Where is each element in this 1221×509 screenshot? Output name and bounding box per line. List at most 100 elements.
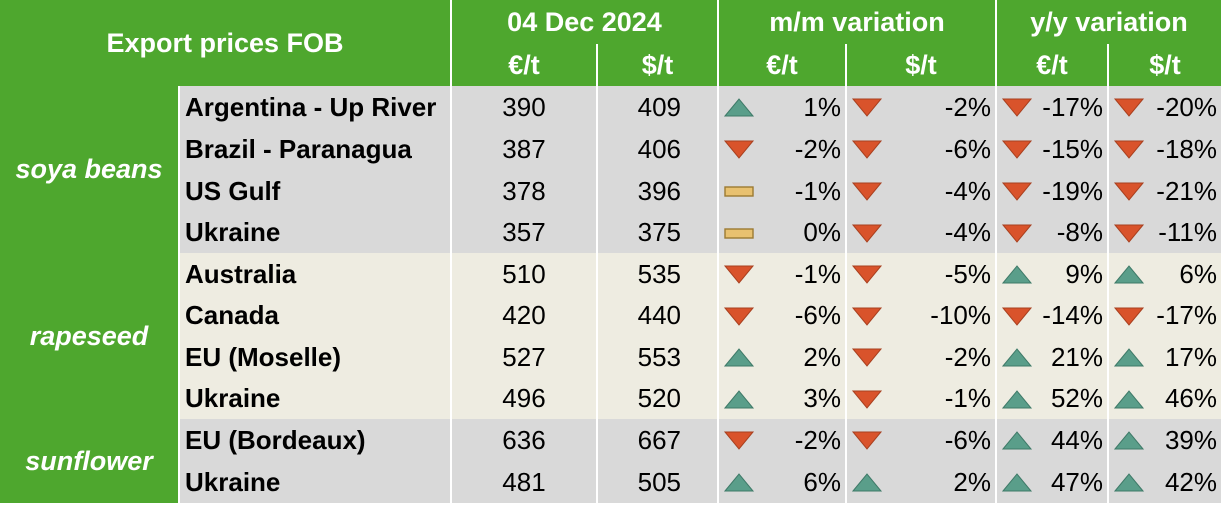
price-eur: 527 [452,336,598,378]
price-usd: 406 [598,128,719,170]
triangle-down-icon [1001,96,1033,118]
yy-eur-variation: -17% [997,86,1109,128]
yy-usd-variation-value: 17% [1164,341,1217,372]
yy-usd-variation-value: 46% [1164,383,1217,413]
yy-eur-variation-value: 9% [1065,258,1103,289]
origin-label: Australia [180,253,452,295]
mm-eur-variation-value: 0% [803,217,841,247]
triangle-down-icon [851,263,883,285]
yy-usd-variation: 39% [1109,419,1221,461]
yy-eur-variation: -14% [997,295,1109,336]
yy-eur-variation-value: 44% [1050,424,1103,455]
mm-usd-variation: -6% [847,419,997,461]
yy-eur-variation-value: 21% [1050,341,1103,372]
yy-eur-variation-value: -19% [1042,175,1103,206]
date-header: 04 Dec 2024 [452,0,719,44]
group-soya-beans: soya beans [0,86,180,253]
origin-label: Ukraine [180,378,452,419]
price-usd-unit: $/t [598,44,719,86]
triangle-up-icon [1001,471,1033,493]
yy-usd-variation-value: -18% [1156,133,1217,164]
triangle-down-icon [1113,180,1145,202]
price-eur: 481 [452,461,598,503]
price-eur: 378 [452,170,598,212]
triangle-down-icon [723,138,755,160]
triangle-up-icon [1001,388,1033,410]
mm-usd-variation: -10% [847,295,997,336]
triangle-up-icon [1113,388,1145,410]
yy-usd-variation-value: -17% [1156,300,1217,330]
triangle-up-icon [723,346,755,368]
flat-bar-icon [723,222,755,244]
triangle-down-icon [1001,305,1033,327]
triangle-up-icon [723,388,755,410]
triangle-down-icon [851,305,883,327]
yy-usd-variation: 46% [1109,378,1221,419]
mm-eur-variation: -2% [719,128,847,170]
triangle-up-icon [1113,429,1145,451]
yy-eur-variation-value: 47% [1050,466,1103,497]
mm-eur-unit: €/t [719,44,847,86]
triangle-down-icon [851,429,883,451]
origin-label: US Gulf [180,170,452,212]
triangle-down-icon [851,138,883,160]
origin-label: EU (Moselle) [180,336,452,378]
yy-usd-variation: -20% [1109,86,1221,128]
yy-eur-variation: 9% [997,253,1109,295]
mm-eur-variation: 1% [719,86,847,128]
mm-usd-variation-value: -4% [944,217,991,247]
mm-eur-variation: -6% [719,295,847,336]
price-eur: 420 [452,295,598,336]
yy-variation-header: y/y variation [997,0,1221,44]
group-rapeseed: rapeseed [0,253,180,419]
mm-eur-variation: 0% [719,212,847,253]
mm-usd-variation: -6% [847,128,997,170]
mm-usd-variation: -4% [847,170,997,212]
price-eur: 496 [452,378,598,419]
yy-eur-variation-value: -17% [1042,91,1103,122]
mm-usd-variation-value: -6% [944,424,991,455]
yy-usd-variation-value: -20% [1156,91,1217,122]
mm-eur-variation-value: 3% [803,383,841,413]
yy-usd-variation-value: 39% [1164,424,1217,455]
triangle-down-icon [723,263,755,285]
triangle-down-icon [1001,222,1033,244]
yy-eur-unit: €/t [997,44,1109,86]
mm-eur-variation-value: -2% [794,424,841,455]
triangle-up-icon [1001,346,1033,368]
price-eur: 387 [452,128,598,170]
yy-eur-variation: 21% [997,336,1109,378]
mm-usd-variation-value: 2% [953,466,991,497]
triangle-down-icon [1113,305,1145,327]
flat-bar-icon [723,180,755,202]
yy-usd-variation: 42% [1109,461,1221,503]
triangle-down-icon [1001,138,1033,160]
triangle-down-icon [1113,222,1145,244]
mm-usd-variation-value: -10% [930,300,991,330]
triangle-down-icon [723,429,755,451]
yy-eur-variation: 44% [997,419,1109,461]
mm-eur-variation-value: -6% [794,300,841,330]
triangle-down-icon [851,96,883,118]
mm-eur-variation: 6% [719,461,847,503]
mm-eur-variation: 2% [719,336,847,378]
origin-label: Argentina - Up River [180,86,452,128]
mm-eur-variation-value: 2% [803,341,841,372]
triangle-up-icon [1113,346,1145,368]
triangle-down-icon [851,180,883,202]
price-usd: 520 [598,378,719,419]
yy-eur-variation-value: -14% [1042,300,1103,330]
mm-eur-variation-value: 1% [803,91,841,122]
price-eur: 636 [452,419,598,461]
yy-usd-variation: -21% [1109,170,1221,212]
mm-eur-variation-value: -2% [794,133,841,164]
triangle-up-icon [1001,429,1033,451]
yy-eur-variation: -8% [997,212,1109,253]
origin-label: Brazil - Paranagua [180,128,452,170]
origin-label: Ukraine [180,461,452,503]
mm-usd-variation: -5% [847,253,997,295]
triangle-up-icon [851,471,883,493]
origin-label: Ukraine [180,212,452,253]
yy-eur-variation-value: -15% [1042,133,1103,164]
